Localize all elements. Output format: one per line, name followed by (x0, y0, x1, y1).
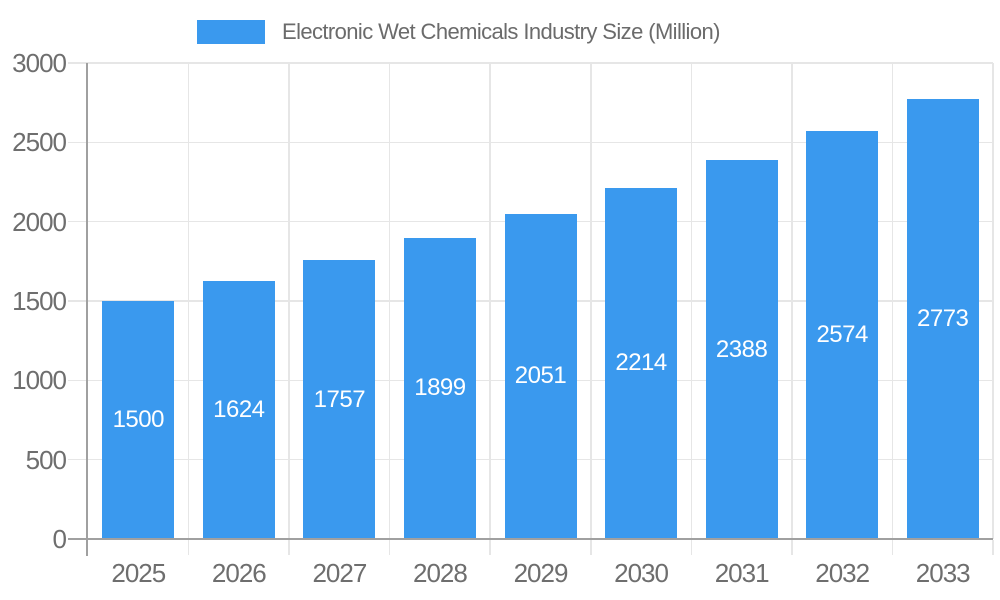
x-gridline (288, 63, 290, 539)
y-tick-label: 0 (52, 524, 68, 554)
bar-2033[interactable] (906, 99, 979, 539)
y-gridline (88, 141, 993, 144)
x-tick (489, 540, 491, 555)
bar-2026[interactable] (202, 281, 275, 539)
x-tick-label: 2027 (312, 558, 367, 588)
bar-2032[interactable] (806, 130, 879, 539)
x-tick (187, 540, 190, 555)
x-gridline (690, 63, 693, 539)
legend-label: Electronic Wet Chemicals Industry Size (… (282, 19, 720, 44)
x-gridline (992, 63, 994, 539)
x-tick-label: 2032 (815, 558, 870, 588)
y-tick-label: 3000 (12, 48, 67, 78)
bar-value-label: 1500 (112, 406, 165, 433)
x-tick-label: 2025 (111, 558, 166, 588)
x-tick (590, 540, 592, 555)
x-tick-label: 2028 (413, 558, 468, 588)
x-tick (288, 540, 290, 555)
y-axis-line (86, 63, 88, 556)
y-tick (68, 220, 88, 223)
x-tick (891, 540, 894, 555)
x-gridline (590, 63, 592, 539)
x-tick-label: 2026 (211, 558, 267, 588)
x-tick (690, 540, 693, 555)
y-tick-label: 1500 (12, 286, 67, 316)
bar-value-label: 2773 (917, 305, 969, 332)
y-tick (68, 62, 88, 64)
x-tick-label: 2031 (714, 558, 770, 588)
legend-swatch (197, 20, 265, 44)
x-gridline (791, 63, 793, 539)
bar-2031[interactable] (705, 160, 778, 539)
y-tick (68, 458, 88, 461)
bar-2030[interactable] (605, 187, 678, 539)
x-gridline (891, 63, 894, 539)
x-tick (992, 540, 994, 555)
y-tick (68, 300, 88, 302)
y-tick-label: 1000 (12, 365, 67, 396)
x-tick-label: 2030 (614, 558, 669, 588)
y-gridline (88, 62, 993, 64)
x-gridline (489, 63, 491, 539)
plot-area: 0 500 1000 1500 2000 2500 3000 1500 2025 1624 2026… (12, 48, 994, 588)
y-tick-label: 500 (25, 444, 67, 475)
bar-2025[interactable] (102, 301, 175, 539)
x-axis-line (68, 537, 993, 540)
bar-2027[interactable] (303, 260, 376, 539)
x-tick-label: 2033 (915, 558, 971, 588)
bar-value-label: 1899 (414, 374, 466, 402)
bar-value-label: 2214 (615, 349, 667, 377)
x-gridline (187, 63, 190, 539)
x-tick-label: 2029 (513, 558, 569, 588)
y-tick-label: 2000 (12, 206, 67, 237)
x-gridline (388, 63, 391, 539)
bar-2029[interactable] (504, 213, 577, 539)
bar-value-label: 2388 (715, 335, 768, 363)
bar-value-label: 1624 (213, 396, 265, 424)
y-tick (68, 379, 88, 382)
bar-2028[interactable] (403, 237, 476, 539)
bar-value-label: 1757 (313, 385, 366, 413)
chart-legend[interactable]: Electronic Wet Chemicals Industry Size (… (197, 20, 720, 44)
x-tick (791, 540, 793, 555)
y-tick-label: 2500 (12, 127, 67, 158)
y-tick (68, 141, 88, 144)
bar-value-label: 2051 (514, 362, 567, 390)
x-tick (388, 540, 391, 555)
bar-value-label: 2574 (816, 320, 868, 348)
